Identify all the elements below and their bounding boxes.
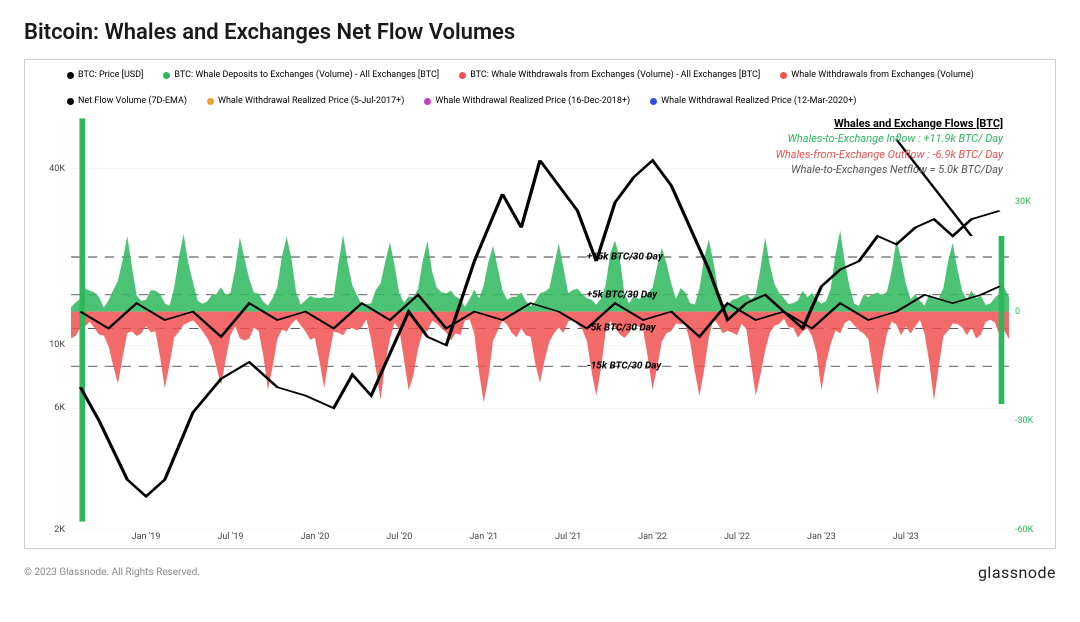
legend-label: Whale Withdrawals from Exchanges (Volume… <box>791 70 974 80</box>
legend-item: Whale Withdrawal Realized Price (16-Dec-… <box>424 96 630 106</box>
legend-dot-icon <box>67 72 74 79</box>
legend-label: Whale Withdrawal Realized Price (16-Dec-… <box>435 96 630 106</box>
legend-label: BTC: Whale Withdrawals from Exchanges (V… <box>470 70 760 80</box>
legend-dot-icon <box>780 72 787 79</box>
x-tick: Jan '23 <box>807 532 836 542</box>
y-axis-left: 40K10K6K2K <box>39 110 67 530</box>
y-left-tick: 6K <box>54 403 65 413</box>
x-tick: Jul '22 <box>724 532 750 542</box>
brand-logo: glassnode <box>978 563 1056 582</box>
legend-item: Net Flow Volume (7D-EMA) <box>67 96 187 106</box>
x-tick: Jul '23 <box>893 532 919 542</box>
x-tick: Jan '22 <box>638 532 667 542</box>
legend-dot-icon <box>424 98 431 105</box>
annotation-box: Whales and Exchange Flows [BTC]Whales-to… <box>775 116 1003 178</box>
legend-dot-icon <box>650 98 657 105</box>
legend-dot-icon <box>459 72 466 79</box>
band-label: +5k BTC/30 Day <box>587 289 657 300</box>
y-left-tick: 10K <box>49 340 65 350</box>
annotation-header: Whales and Exchange Flows [BTC] <box>775 116 1003 131</box>
legend-dot-icon <box>67 98 74 105</box>
legend-item: Whale Withdrawals from Exchanges (Volume… <box>780 70 974 80</box>
y-left-tick: 40K <box>49 164 65 174</box>
y-right-tick: -30K <box>1015 416 1033 426</box>
x-tick: Jul '21 <box>555 532 581 542</box>
band-label: -15k BTC/30 Day <box>587 361 661 372</box>
plot-area: 40K10K6K2K 30K0-30K-60K Jan '19Jul '19Ja… <box>71 110 1009 530</box>
legend-label: Whale Withdrawal Realized Price (5-Jul-2… <box>218 96 404 106</box>
x-tick: Jul '20 <box>386 532 412 542</box>
legend-dot-icon <box>163 72 170 79</box>
legend-label: BTC: Whale Deposits to Exchanges (Volume… <box>174 70 439 80</box>
x-tick: Jan '20 <box>300 532 329 542</box>
chart-frame: BTC: Price [USD] BTC: Whale Deposits to E… <box>24 59 1056 549</box>
footer: © 2023 Glassnode. All Rights Reserved. g… <box>24 563 1056 582</box>
legend-item: Whale Withdrawal Realized Price (12-Mar-… <box>650 96 856 106</box>
y-right-tick: 0 <box>1015 307 1020 317</box>
x-tick: Jan '21 <box>469 532 498 542</box>
legend-label: Net Flow Volume (7D-EMA) <box>78 96 187 106</box>
x-tick: Jul '19 <box>217 532 243 542</box>
legend-item: BTC: Whale Withdrawals from Exchanges (V… <box>459 70 760 80</box>
annotation-line: Whale-to-Exchanges Netflow = 5.0k BTC/Da… <box>775 162 1003 177</box>
x-axis: Jan '19 Jul '19 Jan '20 Jul '20 Jan '21 Jul '… <box>71 532 1009 548</box>
chart-title: Bitcoin: Whales and Exchanges Net Flow V… <box>24 20 1056 45</box>
y-axis-right: 30K0-30K-60K <box>1013 110 1041 530</box>
copyright-text: © 2023 Glassnode. All Rights Reserved. <box>24 567 200 578</box>
legend-item: BTC: Whale Deposits to Exchanges (Volume… <box>163 70 439 80</box>
annotation-line: Whales-from-Exchange Outflow : -6.9k BTC… <box>775 147 1003 162</box>
legend-label: BTC: Price [USD] <box>78 70 143 80</box>
band-label: -5k BTC/30 Day <box>587 323 656 334</box>
y-right-tick: -60K <box>1015 525 1033 535</box>
legend-dot-icon <box>207 98 214 105</box>
legend: BTC: Price [USD] BTC: Whale Deposits to E… <box>39 70 1041 106</box>
legend-item: Whale Withdrawal Realized Price (5-Jul-2… <box>207 96 404 106</box>
legend-label: Whale Withdrawal Realized Price (12-Mar-… <box>661 96 856 106</box>
y-left-tick: 2K <box>54 525 65 535</box>
band-label: +15k BTC/30 Day <box>587 252 663 263</box>
legend-item: BTC: Price [USD] <box>67 70 143 80</box>
y-right-tick: 30K <box>1015 197 1031 207</box>
x-tick: Jan '19 <box>132 532 161 542</box>
annotation-line: Whales-to-Exchange Inflow : +11.9k BTC/ … <box>775 131 1003 146</box>
